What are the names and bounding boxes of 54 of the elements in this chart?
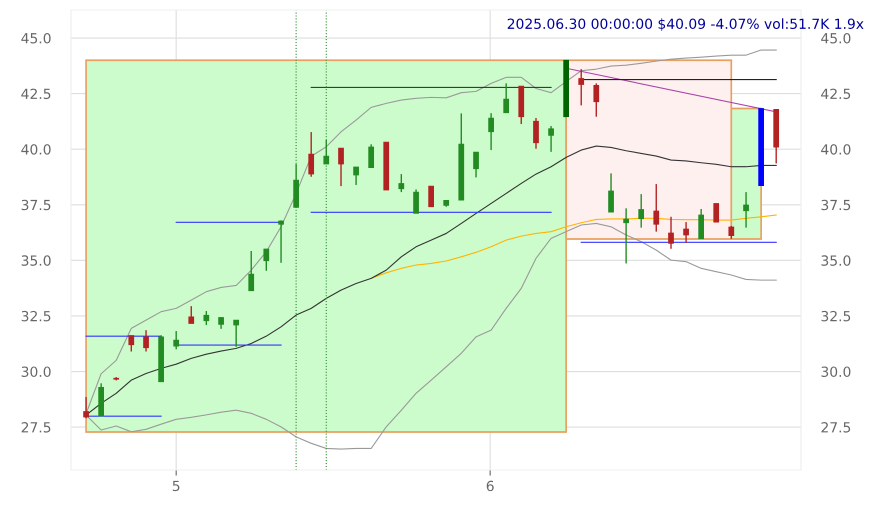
candlestick: [233, 319, 240, 348]
y-tick-label: 32.5: [22, 310, 50, 322]
candlestick: [638, 193, 644, 228]
candlestick: [203, 310, 210, 326]
y-tick-label: 30.0: [22, 366, 51, 377]
y-tick-label: 45.0: [21, 32, 51, 44]
y2-tick-label: 35.0: [822, 255, 850, 266]
y2-tick-label: 30.0: [822, 366, 850, 377]
candlestick: [188, 305, 194, 324]
y2-tick-label: 42.5: [821, 88, 850, 100]
x-tick-label: 6: [486, 480, 494, 492]
y2-tick-label: 40.0: [821, 144, 850, 155]
y-tick-label: 42.5: [21, 88, 50, 100]
candlestick: [398, 173, 404, 193]
candlestick: [728, 225, 734, 240]
candlestick: [503, 82, 510, 114]
candlestick: [83, 396, 89, 419]
candlestick: [308, 131, 314, 178]
candlestick: [173, 330, 180, 350]
x-tick-label: 5: [172, 480, 180, 492]
candlestick: [608, 172, 614, 213]
candlestick: [368, 144, 374, 168]
y-tick-label: 35.0: [22, 255, 51, 266]
candlestick: [593, 82, 600, 118]
candlestick: [338, 147, 344, 187]
candlestick: [473, 151, 479, 178]
text: 2025.06.30 00:00:00 $40.09 -4.07% vol:51.7K 1.9x: [508, 18, 864, 31]
y2-tick-label: 45.0: [821, 32, 850, 44]
candlestick: [698, 208, 704, 240]
candlestick: [278, 220, 284, 264]
candlestick: [743, 191, 749, 228]
candlestick: [218, 316, 224, 330]
candlestick: [353, 166, 359, 186]
candlestick: [578, 68, 584, 106]
y2-tick-label: 27.5: [821, 422, 850, 433]
y2-tick-label: 32.5: [822, 310, 850, 322]
candlestick: [128, 334, 134, 352]
candlestick: [683, 221, 689, 244]
candlestick: [263, 248, 270, 272]
y2-tick-label: 37.5: [822, 200, 850, 210]
candlestick: [623, 208, 629, 264]
candlestick: [248, 250, 254, 292]
candlestick: [653, 183, 660, 232]
candlestick: [143, 329, 149, 352]
candlestick: [488, 112, 494, 151]
candlestick: [533, 117, 539, 150]
candlestick: [548, 125, 554, 153]
candlestick: [668, 216, 674, 250]
y-tick-label: 27.5: [22, 422, 50, 433]
y-tick-label: 37.5: [22, 200, 50, 210]
candlestick: [413, 188, 419, 214]
candlestick: [713, 202, 720, 224]
y-tick-label: 40.0: [21, 144, 51, 155]
candlestick: [428, 185, 434, 208]
